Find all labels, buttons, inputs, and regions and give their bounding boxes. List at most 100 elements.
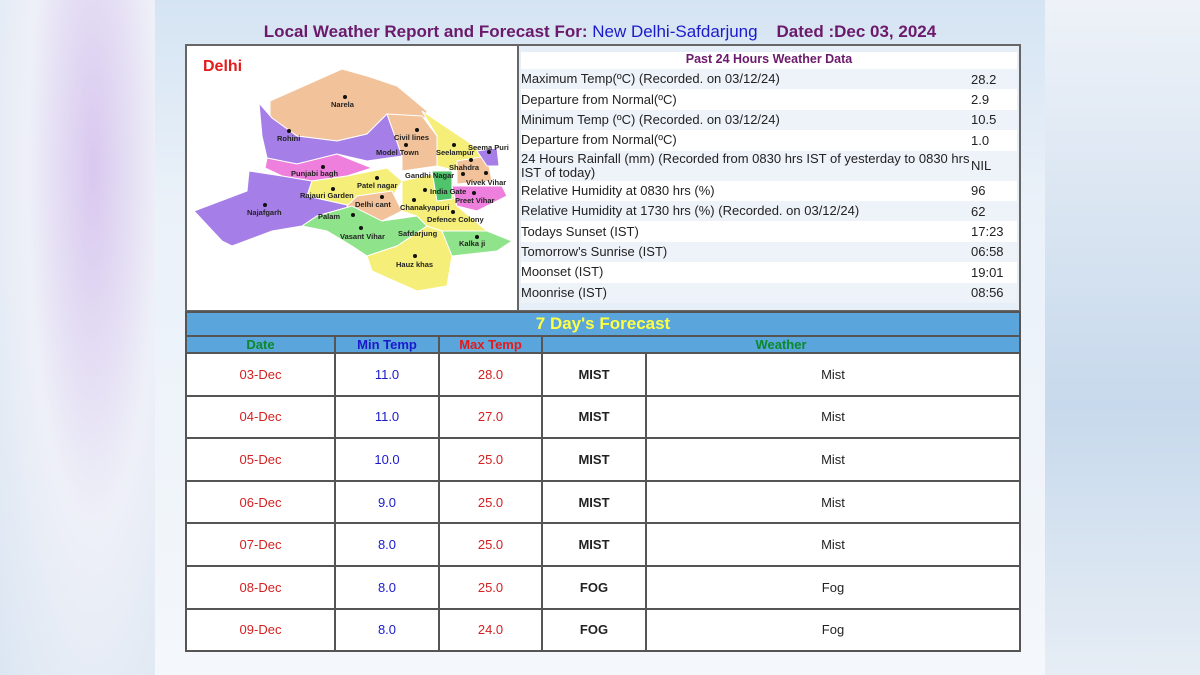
forecast-date: 04-Dec: [185, 394, 336, 440]
past-data-row: 24 Hours Rainfall (mm) (Recorded from 08…: [521, 150, 1017, 181]
past-data-label: Maximum Temp(ºC) (Recorded. on 03/12/24): [521, 71, 780, 87]
forecast-title: 7 Day's Forecast: [185, 311, 1021, 337]
forecast-row: 04-Dec 11.0 27.0 MIST Mist: [185, 394, 1021, 440]
forecast-weather: Mist: [645, 352, 1021, 397]
forecast-date: 09-Dec: [185, 607, 336, 653]
forecast-code: MIST: [541, 437, 647, 482]
map-title: Delhi: [203, 58, 242, 75]
forecast-date: 03-Dec: [185, 352, 336, 397]
past-data-value: 62: [971, 203, 986, 219]
forecast-weather: Mist: [645, 522, 1021, 567]
delhi-map-graphic: Delhi Narela Rohini Civil lines Seema Pu…: [193, 58, 514, 292]
past-data-row: Departure from Normal(ºC) 2.9: [521, 89, 1017, 110]
forecast-code: MIST: [541, 394, 647, 440]
col-date: Date: [185, 335, 336, 354]
forecast-min: 10.0: [334, 437, 440, 482]
forecast-weather: Fog: [645, 607, 1021, 653]
col-min-temp: Min Temp: [334, 335, 440, 354]
past-24h-table: Past 24 Hours Weather Data Maximum Temp(…: [519, 46, 1019, 310]
forecast-date: 08-Dec: [185, 564, 336, 610]
past-data-row: Relative Humidity at 0830 hrs (%) 96: [521, 180, 1017, 201]
forecast-code: MIST: [541, 479, 647, 525]
forecast-max: 28.0: [438, 352, 543, 397]
map-label: Vivek Vihar: [466, 178, 506, 187]
forecast-row: 08-Dec 8.0 25.0 FOG Fog: [185, 564, 1021, 610]
map-label: India Gate: [430, 187, 466, 196]
map-label: Delhi cant: [355, 200, 391, 209]
forecast-max: 24.0: [438, 607, 543, 653]
forecast-row: 05-Dec 10.0 25.0 MIST Mist: [185, 437, 1021, 482]
map-label: Vasant Vihar: [340, 232, 385, 241]
past-data-label: Minimum Temp (ºC) (Recorded. on 03/12/24…: [521, 111, 780, 127]
past-data-label: Tomorrow's Sunrise (IST): [521, 243, 668, 259]
forecast-weather: Fog: [645, 564, 1021, 610]
forecast-max: 25.0: [438, 522, 543, 567]
map-label: Shahdra: [449, 163, 480, 172]
past-data-value: 08:56: [971, 285, 1004, 301]
past-data-label: Departure from Normal(ºC): [521, 132, 677, 148]
forecast-row: 03-Dec 11.0 28.0 MIST Mist: [185, 352, 1021, 397]
col-weather: Weather: [541, 335, 1021, 354]
past-data-row: Todays Sunset (IST) 17:23: [521, 221, 1017, 242]
past-data-value: 28.2: [971, 71, 997, 87]
forecast-date: 05-Dec: [185, 437, 336, 482]
past-data-value: NIL: [971, 158, 992, 174]
forecast-code: MIST: [541, 352, 647, 397]
forecast-max: 27.0: [438, 394, 543, 440]
past-data-row: Maximum Temp(ºC) (Recorded. on 03/12/24)…: [521, 69, 1017, 90]
forecast-min: 8.0: [334, 607, 440, 653]
past-data-value: 96: [971, 183, 986, 199]
map-label: Chanakyapuri: [400, 203, 450, 212]
title-prefix: Local Weather Report and Forecast For:: [263, 22, 593, 41]
forecast-max: 25.0: [438, 479, 543, 525]
past-data-row: Departure from Normal(ºC) 1.0: [521, 130, 1017, 151]
past-data-value: 06:58: [971, 244, 1004, 260]
forecast-weather: Mist: [645, 479, 1021, 525]
map-label: Narela: [331, 100, 355, 109]
map-label: Gandhi Nagar: [405, 171, 454, 180]
map-label: Kalka ji: [459, 239, 485, 248]
past-data-label: Moonset (IST): [521, 264, 604, 280]
past-24h-heading: Past 24 Hours Weather Data: [521, 52, 1017, 69]
forecast-weather: Mist: [645, 394, 1021, 440]
report-date: Dated :Dec 03, 2024: [776, 22, 937, 41]
past-data-row: Tomorrow's Sunrise (IST) 06:58: [521, 241, 1017, 263]
map-label: Patel nagar: [357, 181, 398, 190]
forecast-min: 8.0: [334, 564, 440, 610]
page-title: Local Weather Report and Forecast For: N…: [0, 22, 1200, 42]
past-data-value: 2.9: [971, 92, 990, 108]
map-label: Safdarjung: [398, 229, 438, 238]
past-data-row: Minimum Temp (ºC) (Recorded. on 03/12/24…: [521, 109, 1017, 131]
map-label: Punjabi bagh: [291, 169, 339, 178]
map-label: Rajauri Garden: [300, 191, 354, 200]
forecast-min: 11.0: [334, 394, 440, 440]
past-data-label: 24 Hours Rainfall (mm) (Recorded from 08…: [521, 150, 970, 180]
map-label: Model Town: [376, 148, 419, 157]
col-max-temp: Max Temp: [438, 335, 543, 354]
forecast-row: 09-Dec 8.0 24.0 FOG Fog: [185, 607, 1021, 653]
past-data-row: Moonset (IST) 19:01: [521, 262, 1017, 283]
map-label: Hauz khas: [396, 260, 433, 269]
past-data-value: 1.0: [971, 132, 990, 148]
background-right: [1045, 0, 1200, 675]
past-data-label: Departure from Normal(ºC): [521, 91, 677, 107]
forecast-max: 25.0: [438, 437, 543, 482]
past-data-label: Relative Humidity at 0830 hrs (%): [521, 182, 715, 198]
forecast-row: 07-Dec 8.0 25.0 MIST Mist: [185, 522, 1021, 567]
map-label: Defence Colony: [427, 215, 485, 224]
past-data-label: Relative Humidity at 1730 hrs (%) (Recor…: [521, 203, 860, 219]
forecast-code: FOG: [541, 607, 647, 653]
summary-box: Delhi Narela Rohini Civil lines Seema Pu…: [185, 44, 1021, 312]
map-label: Seema Puri: [468, 143, 509, 152]
map-label: Preet Vihar: [455, 196, 495, 205]
forecast-weather: Mist: [645, 437, 1021, 482]
forecast-min: 11.0: [334, 352, 440, 397]
station-name: New Delhi-Safdarjung: [592, 22, 758, 41]
past-data-value: 19:01: [971, 264, 1004, 280]
forecast-min: 9.0: [334, 479, 440, 525]
map-label: Seelampur: [436, 148, 474, 157]
forecast-max: 25.0: [438, 564, 543, 610]
delhi-map: Delhi Narela Rohini Civil lines Seema Pu…: [187, 46, 519, 310]
map-label: Rohini: [277, 134, 300, 143]
forecast-row: 06-Dec 9.0 25.0 MIST Mist: [185, 479, 1021, 525]
